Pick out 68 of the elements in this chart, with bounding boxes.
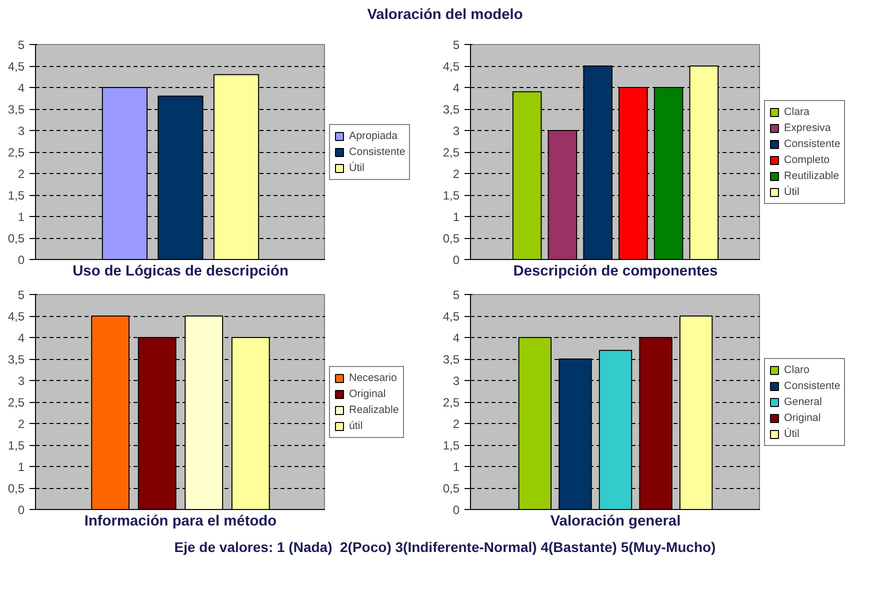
y-tick-label: 3 [18,374,25,388]
legend-label: útil [349,418,364,432]
legend-label: Necesario [349,370,397,384]
legend-label: Útil [349,160,366,174]
y-tick-label: 1,5 [442,438,460,452]
legend-label: Clara [784,104,810,118]
y-tick-label: 2,5 [442,396,460,410]
y-tick-label: 0 [452,253,460,267]
y-tick-label: 1,5 [8,188,25,202]
y-tick-label: 0 [18,253,25,267]
text: Eje de valores: 1 (Nada) 2(Poco) 3(Indiferente-Normal) 4(Bastante) 5(Muy-Mucho) [173,538,717,557]
y-tick-label: 2,5 [8,396,25,410]
y-tick-label: 2,5 [8,146,25,160]
y-tick-label: 1 [18,210,25,224]
legend-label: Consistente [784,378,840,392]
legend-label: Realizable [349,402,399,416]
legend-label: Útil [784,184,800,198]
legend-label: Consistente [349,144,406,158]
y-tick-label: 4 [452,81,460,95]
y-tick-label: 4,5 [442,60,460,74]
y-tick-label: 5 [452,288,460,302]
text: Valoración del modelo [366,6,524,25]
y-tick-label: 5 [18,288,25,302]
y-tick-label: 0,5 [442,232,460,246]
y-tick-label: 2 [452,417,460,431]
legend-label: Útil [784,426,800,440]
y-tick-label: 0 [18,503,25,517]
y-tick-label: 2 [452,167,460,181]
legend-label: Completo [784,152,830,166]
y-tick-label: 3,5 [8,102,25,116]
y-tick-label: 4,5 [8,60,25,74]
y-tick-label: 3 [18,124,25,138]
y-tick-label: 3,5 [8,352,25,366]
y-tick-label: 4 [18,81,25,95]
y-tick-label: 0,5 [442,482,460,496]
y-tick-label: 3 [452,374,460,388]
legend-label: Claro [784,362,810,376]
legend-label: Expresiva [784,120,831,134]
y-tick-label: 4,5 [8,310,25,324]
legend-label: Apropiada [349,128,398,142]
x-axis-title: Descripción de componentes [513,264,718,280]
y-tick-label: 4 [18,331,25,345]
y-tick-label: 4,5 [442,310,460,324]
y-tick-label: 1,5 [442,188,460,202]
y-tick-label: 5 [452,38,460,52]
y-tick-label: 2 [18,167,25,181]
y-tick-label: 3,5 [442,102,460,116]
legend-label: Reutilizable [784,168,840,182]
legend-label: General [784,394,822,408]
y-tick-label: 3,5 [442,352,460,366]
y-tick-label: 1 [452,210,460,224]
y-tick-label: 0 [452,503,460,517]
y-tick-label: 4 [452,331,460,345]
legend-label: Consistente [784,136,840,150]
y-tick-label: 1,5 [8,438,25,452]
y-tick-label: 0,5 [8,482,25,496]
y-tick-label: 3 [452,124,460,138]
y-tick-label: 5 [18,38,25,52]
legend-label: Original [349,386,386,400]
x-axis-title: Uso de Lógicas de descripción [72,264,288,280]
x-axis-title: Información para el método [84,514,277,530]
y-tick-label: 2 [18,417,25,431]
y-tick-label: 1 [452,460,460,474]
y-tick-label: 2,5 [442,146,460,160]
x-axis-title: Valoración general [550,514,681,530]
y-tick-label: 1 [18,460,25,474]
legend-label: Original [784,410,821,424]
y-tick-label: 0,5 [8,232,25,246]
